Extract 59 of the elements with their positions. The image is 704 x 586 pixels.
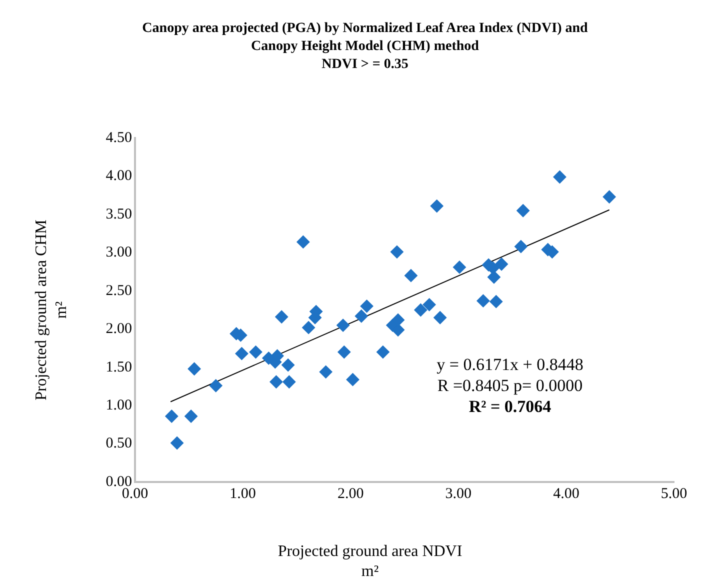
x-tick-label: 5.00 [660, 486, 688, 502]
point [235, 347, 248, 360]
point [392, 313, 405, 326]
point [422, 298, 436, 312]
y-tick-label: 3.00 [106, 244, 132, 261]
point [338, 346, 351, 359]
y-tick-label: 3.50 [106, 206, 132, 222]
y-axis-title: Projected ground area CHM m² [32, 218, 71, 402]
point [249, 346, 262, 359]
point [452, 260, 466, 274]
point [414, 304, 428, 316]
x-tick-label: 1.00 [230, 486, 256, 502]
y-tick-label: 1.50 [106, 359, 132, 376]
point [270, 375, 283, 388]
point [184, 410, 198, 423]
annotation: R² = 0.7064 [468, 396, 552, 417]
point [495, 258, 508, 271]
point [188, 362, 201, 376]
point [430, 200, 444, 213]
point [165, 410, 178, 423]
y-tick-label: 2.00 [106, 321, 132, 338]
point [490, 295, 503, 308]
point [516, 204, 530, 218]
point [392, 323, 405, 336]
point [296, 235, 310, 248]
point [209, 379, 222, 392]
point [434, 311, 447, 324]
x-tick-label: 0.00 [122, 486, 148, 502]
y-tick-label: 4.50 [106, 130, 132, 146]
chart-subtitle: NDVI > = 0.35 [320, 56, 410, 74]
chart-title: Canopy area projected (PGA) by Normalized Leaf Area Index (NDVI) and Canopy Height Model (CHM) method [141, 20, 589, 56]
annotation: y = 0.6171x + 0.8448 [436, 354, 584, 375]
point [360, 300, 374, 313]
point [514, 240, 528, 254]
point [487, 270, 500, 284]
point [170, 436, 184, 450]
point [282, 358, 295, 372]
x-tick-label: 2.00 [337, 486, 364, 502]
x-tick-label: 3.00 [445, 486, 472, 502]
point [319, 365, 332, 378]
x-axis-title: Projected ground area NDVI m² [276, 542, 464, 582]
y-tick-label: 1.00 [106, 397, 132, 414]
annotation: R =0.8405 p= 0.0000 [436, 375, 584, 396]
y-tick-label: 4.00 [106, 168, 132, 184]
point [346, 373, 360, 386]
point [376, 346, 390, 359]
point [336, 318, 350, 332]
point [602, 190, 616, 204]
point [275, 310, 288, 324]
point [390, 245, 404, 258]
point [354, 310, 368, 323]
point [282, 375, 296, 388]
point [553, 170, 566, 184]
y-tick-label: 2.50 [106, 282, 132, 299]
x-tick-label: 4.00 [553, 486, 580, 502]
point [302, 321, 316, 334]
point [404, 269, 418, 282]
y-tick-label: 0.50 [106, 436, 132, 452]
point [476, 294, 490, 308]
